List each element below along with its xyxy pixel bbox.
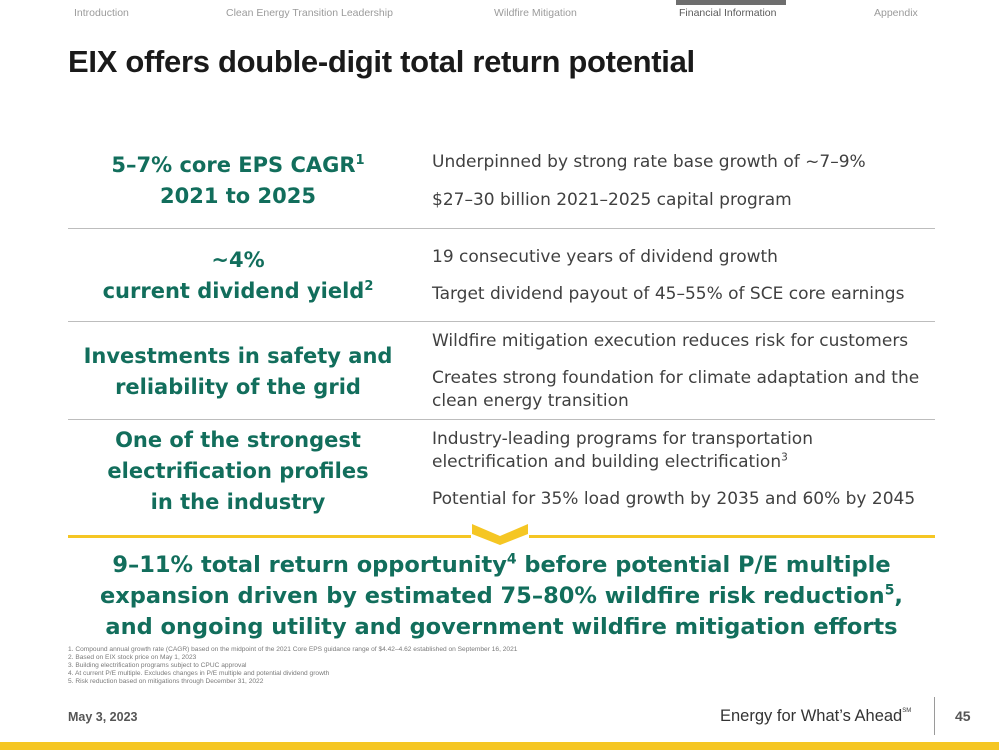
highlight-row: ~4% current dividend yield2 19 consecuti… bbox=[68, 229, 935, 322]
footnote: 3. Building electrification programs sub… bbox=[68, 662, 247, 669]
footnote: 2. Based on EIX stock price on May 1, 20… bbox=[68, 654, 197, 661]
highlight-row: 5–7% core EPS CAGR1 2021 to 2025 Underpi… bbox=[68, 148, 935, 228]
row-heading: Investments in safety and reliability of… bbox=[83, 344, 393, 399]
footnote: 1. Compound annual growth rate (CAGR) ba… bbox=[68, 646, 518, 653]
detail-text: Target dividend payout of 45–55% of SCE … bbox=[432, 284, 905, 304]
service-mark: SM bbox=[902, 708, 912, 714]
detail-text: Creates strong foundation for climate ad… bbox=[432, 368, 920, 411]
page-title: EIX offers double-digit total return pot… bbox=[68, 44, 695, 79]
highlight-row: One of the strongest electrification pro… bbox=[68, 420, 935, 520]
row-divider bbox=[68, 228, 935, 229]
bottom-accent-bar bbox=[0, 742, 999, 750]
footnote: 5. Risk reduction based on mitigations t… bbox=[68, 678, 264, 685]
page-number: 45 bbox=[955, 708, 971, 724]
detail-text: Wildfire mitigation execution reduces ri… bbox=[432, 331, 909, 351]
detail-text: 19 consecutive years of dividend growth bbox=[432, 247, 778, 267]
detail-text: Industry-leading programs for transporta… bbox=[432, 429, 813, 472]
brand-tagline: Energy for What’s AheadSM bbox=[720, 707, 912, 725]
chevron-down-icon bbox=[472, 524, 528, 545]
nav-item-clean-energy[interactable]: Clean Energy Transition Leadership bbox=[226, 7, 393, 19]
nav-item-financial-information[interactable]: Financial Information bbox=[679, 7, 777, 19]
row-divider bbox=[68, 419, 935, 420]
gold-divider-right bbox=[529, 535, 935, 538]
footer-divider bbox=[934, 697, 935, 735]
row-divider bbox=[68, 321, 935, 322]
gold-divider-left bbox=[68, 535, 471, 538]
row-heading: 5–7% core EPS CAGR1 2021 to 2025 bbox=[111, 153, 365, 208]
detail-text: $27–30 billion 2021–2025 capital program bbox=[432, 190, 792, 210]
detail-text: Underpinned by strong rate base growth o… bbox=[432, 152, 866, 172]
row-heading: ~4% current dividend yield2 bbox=[102, 248, 374, 303]
nav-item-introduction[interactable]: Introduction bbox=[74, 7, 129, 19]
detail-text: Potential for 35% load growth by 2035 an… bbox=[432, 489, 916, 509]
row-heading: One of the strongest electrification pro… bbox=[107, 428, 369, 514]
footnote: 4. At current P/E multiple. Excludes cha… bbox=[68, 670, 330, 677]
top-nav: Introduction Clean Energy Transition Lea… bbox=[0, 0, 999, 26]
nav-active-indicator bbox=[676, 0, 786, 5]
nav-item-appendix[interactable]: Appendix bbox=[874, 7, 918, 19]
footnotes: 1. Compound annual growth rate (CAGR) ba… bbox=[68, 646, 768, 686]
highlight-row: Investments in safety and reliability of… bbox=[68, 322, 935, 420]
presentation-date: May 3, 2023 bbox=[68, 710, 138, 724]
nav-item-wildfire-mitigation[interactable]: Wildfire Mitigation bbox=[494, 7, 577, 19]
summary-statement: 9–11% total return opportunity4 before p… bbox=[100, 551, 903, 640]
